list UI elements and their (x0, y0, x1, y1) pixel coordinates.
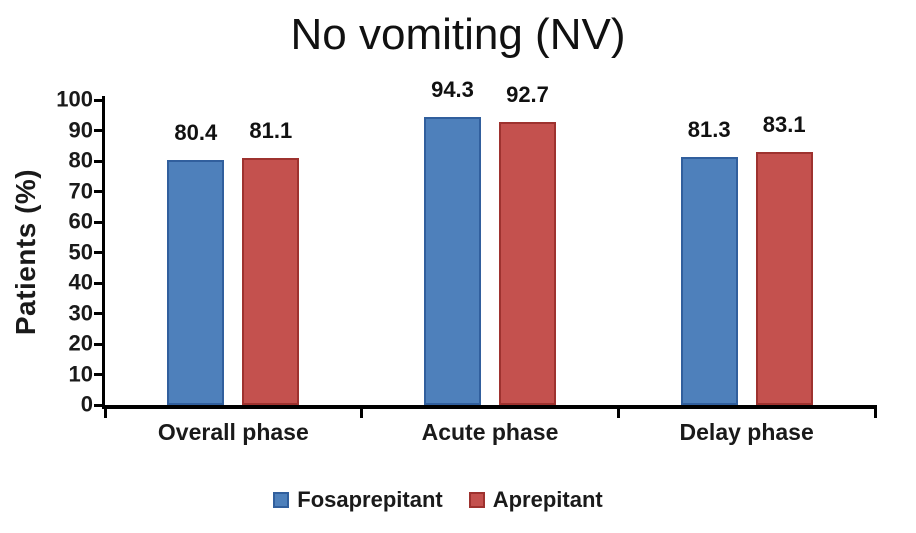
legend-label-aprepitant: Aprepitant (492, 487, 603, 512)
x-tick-2 (616, 405, 620, 418)
y-tick-label-30: 30 (68, 299, 93, 325)
bar-aprepitant-overall-phase (242, 158, 300, 405)
y-tick-40 (94, 281, 102, 285)
bar-value-label-fosaprepitant-acute-phase: 94.3 (431, 77, 474, 102)
y-tick-label-10: 10 (68, 360, 93, 386)
legend-swatch-fosaprepitant (273, 492, 290, 508)
x-tick-0 (103, 405, 107, 418)
y-tick-label-0: 0 (80, 391, 93, 417)
bar-aprepitant-acute-phase (499, 122, 556, 405)
y-tick-label-80: 80 (68, 147, 93, 173)
y-tick-70 (94, 190, 102, 193)
y-tick-60 (94, 220, 102, 224)
legend-item-aprepitant: Aprepitant (468, 487, 603, 513)
y-axis-line (102, 96, 105, 405)
y-tick-30 (94, 312, 102, 315)
x-category-label-acute-phase: Acute phase (421, 419, 559, 445)
bar-fosaprepitant-delay-phase (680, 157, 738, 405)
legend-swatch-aprepitant (468, 492, 485, 508)
y-tick-label-100: 100 (56, 86, 93, 112)
bar-value-label-aprepitant-overall-phase: 81.1 (249, 118, 293, 143)
bar-value-label-fosaprepitant-delay-phase: 81.3 (687, 117, 731, 142)
bar-fosaprepitant-acute-phase (424, 117, 481, 405)
x-tick-1 (360, 405, 364, 418)
y-tick-0 (94, 403, 102, 407)
x-category-label-overall-phase: Overall phase (157, 419, 309, 445)
y-tick-20 (94, 342, 102, 346)
y-tick-label-90: 90 (68, 116, 93, 142)
bar-value-label-aprepitant-acute-phase: 92.7 (506, 82, 549, 107)
y-tick-label-40: 40 (68, 269, 93, 295)
bar-aprepitant-delay-phase (755, 152, 813, 405)
legend-label-fosaprepitant: Fosaprepitant (297, 487, 443, 512)
y-tick-label-50: 50 (68, 238, 93, 264)
x-axis-line (102, 405, 877, 409)
legend: Fosaprepitant Aprepitant (0, 487, 896, 513)
y-tick-50 (94, 251, 102, 254)
y-tick-80 (94, 159, 102, 163)
y-tick-label-70: 70 (68, 177, 93, 203)
x-category-label-delay-phase: Delay phase (679, 419, 814, 445)
y-tick-label-20: 20 (68, 330, 93, 356)
y-axis-title: Patients (%) (10, 168, 41, 336)
bar-value-label-aprepitant-delay-phase: 83.1 (762, 112, 806, 137)
chart-title: No vomiting (NV) (290, 10, 626, 59)
y-tick-10 (94, 373, 102, 376)
x-tick-3 (873, 405, 877, 418)
y-tick-90 (94, 129, 102, 132)
y-tick-label-60: 60 (68, 208, 93, 234)
legend-item-fosaprepitant: Fosaprepitant (273, 487, 443, 513)
plot-area: 0 10 20 30 40 50 60 70 80 90 100 80.4 81.1 94.3 92.7 8… (56, 77, 877, 418)
bar-value-label-fosaprepitant-overall-phase: 80.4 (174, 120, 218, 145)
bar-fosaprepitant-overall-phase (167, 160, 225, 405)
y-tick-100 (94, 98, 102, 102)
